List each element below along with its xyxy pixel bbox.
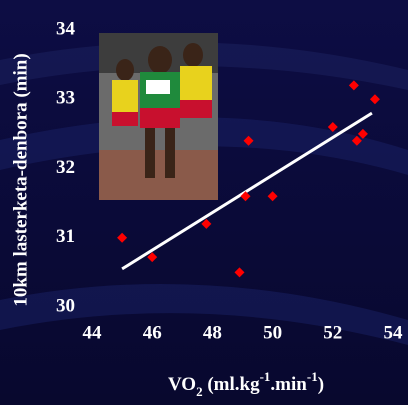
y-tick-label: 32	[56, 157, 75, 178]
y-tick-label: 33	[56, 88, 75, 109]
x-tick-label: 46	[143, 322, 162, 343]
x-tick-label: 54	[384, 322, 404, 343]
x-axis-label-part: -1	[307, 369, 318, 384]
x-axis-label-part: VO	[168, 374, 196, 395]
x-axis-label-part: .min	[270, 374, 307, 395]
x-axis-label-part: -1	[260, 369, 271, 384]
photo	[99, 33, 218, 200]
x-axis-label-part: )	[318, 374, 324, 395]
y-tick-label: 30	[56, 295, 75, 316]
x-axis-label: VO2 (ml.kg-1.min-1)	[168, 369, 324, 399]
x-axis-label-part: (ml.kg	[203, 374, 261, 395]
chart: 10km lasterketa-denbora (min) VO2 (ml.kg…	[0, 0, 408, 405]
x-tick-label: 52	[323, 322, 342, 343]
x-tick-label: 48	[203, 322, 222, 343]
x-tick-label: 50	[263, 322, 282, 343]
x-tick-label: 44	[83, 322, 103, 343]
y-axis-label: 10km lasterketa-denbora (min)	[10, 53, 31, 306]
y-tick-label: 34	[56, 18, 76, 39]
y-tick-label: 31	[56, 226, 75, 247]
